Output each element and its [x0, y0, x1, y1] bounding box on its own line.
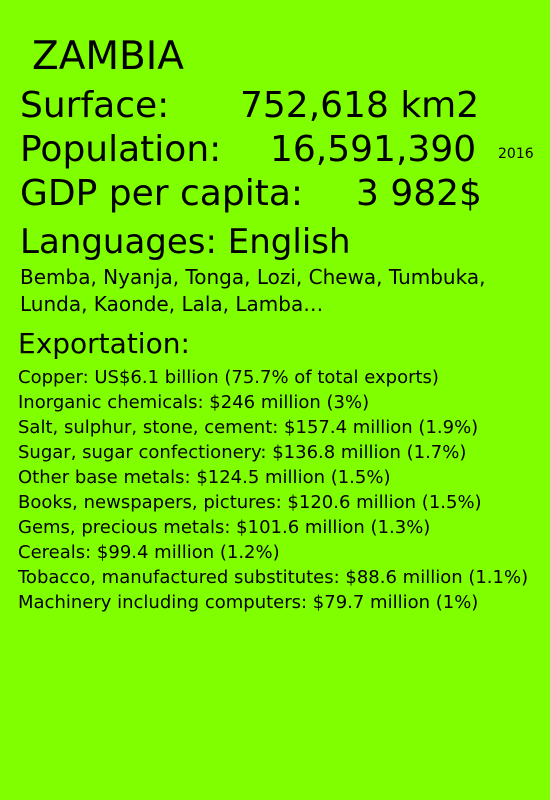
export-item: Sugar, sugar confectionery: $136.8 milli… [18, 442, 467, 463]
population-year: 2016 [498, 146, 534, 162]
export-item: Copper: US$6.1 billion (75.7% of total e… [18, 367, 439, 388]
languages-heading: Languages: English [20, 222, 351, 262]
export-item: Books, newspapers, pictures: $120.6 mill… [18, 492, 482, 513]
surface-label: Surface: [20, 85, 170, 126]
exports-list: Copper: US$6.1 billion (75.7% of total e… [18, 365, 533, 615]
other-languages: Bemba, Nyanja, Tonga, Lozi, Chewa, Tumbu… [20, 265, 486, 316]
export-item: Machinery including computers: $79.7 mil… [18, 592, 479, 613]
export-item: Inorganic chemicals: $246 million (3%) [18, 392, 370, 413]
export-item: Salt, sulphur, stone, cement: $157.4 mil… [18, 417, 479, 438]
export-item: Tobacco, manufactured substitutes: $88.6… [18, 567, 529, 588]
exportation-title: Exportation: [18, 327, 190, 360]
export-item: Other base metals: $124.5 million (1.5%) [18, 467, 391, 488]
population-value: 16,591,390 [270, 129, 477, 170]
export-item: Cereals: $99.4 million (1.2%) [18, 542, 280, 563]
population-label: Population: [20, 129, 222, 170]
country-name: ZAMBIA [32, 34, 184, 79]
gdp-value: 3 982$ [356, 173, 482, 214]
gdp-label: GDP per capita: [20, 173, 304, 214]
export-item: Gems, precious metals: $101.6 million (1… [18, 517, 431, 538]
surface-value: 752,618 km2 [240, 85, 480, 126]
